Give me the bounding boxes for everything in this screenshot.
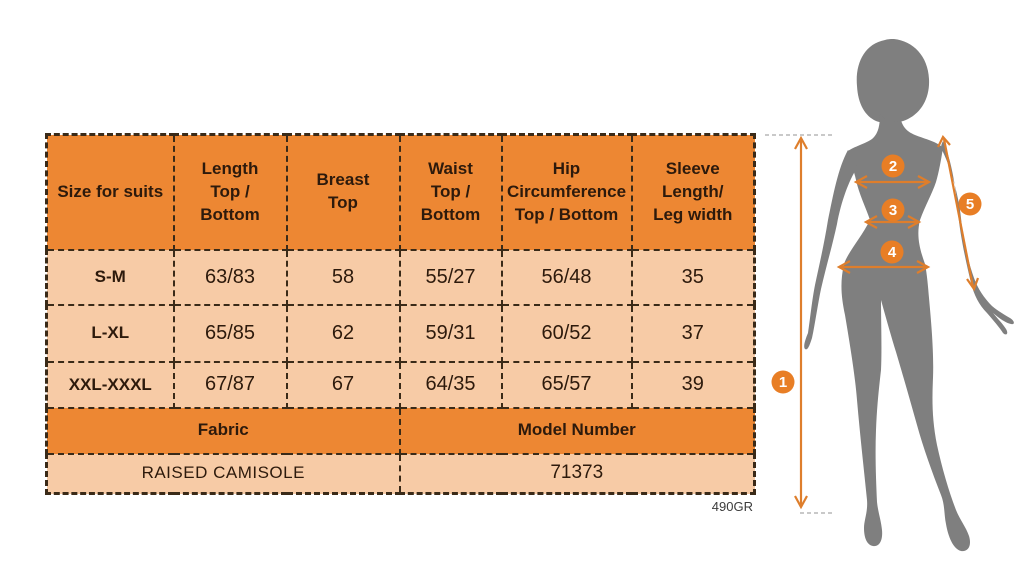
length-arrow (794, 135, 808, 510)
label-row: Fabric Model Number (45, 406, 756, 455)
female-silhouette-diagram: 1 2 3 4 5 (765, 39, 1014, 552)
svg-text:5: 5 (966, 196, 974, 213)
table-row-sm: S-M 63/83 58 55/27 56/48 35 (45, 248, 756, 306)
cell-value: 35 (630, 248, 756, 306)
fabric-value: RAISED CAMISOLE (45, 452, 401, 495)
weight-footnote: 490GR (711, 499, 753, 514)
size-label: S-M (45, 248, 175, 306)
svg-text:2: 2 (889, 158, 897, 175)
guide-dashes (765, 134, 835, 514)
table-row-lxl: L-XL 65/85 62 59/31 60/52 37 (45, 303, 756, 363)
size-label: L-XL (45, 303, 175, 363)
waist-arrow (863, 215, 922, 229)
cell-value: 58 (285, 248, 401, 306)
table-row-xxl: XXL-XXXL 67/87 67 64/35 65/57 39 (45, 360, 756, 409)
cell-value: 63/83 (172, 248, 288, 306)
measurement-markers: 1 2 3 4 5 (771, 154, 982, 394)
cell-value: 39 (630, 360, 756, 409)
model-number-label: Model Number (398, 406, 756, 455)
measurement-arrows (794, 135, 980, 510)
col-header-size: Size for suits (45, 133, 175, 251)
cell-value: 55/27 (398, 248, 503, 306)
col-header-length: Length Top / Bottom (172, 133, 288, 251)
cell-value: 67/87 (172, 360, 288, 409)
svg-text:1: 1 (779, 374, 787, 391)
col-header-sleeve: Sleeve Length/ Leg width (630, 133, 756, 251)
cell-value: 67 (285, 360, 401, 409)
model-number-value: 71373 (398, 452, 756, 495)
cell-value: 64/35 (398, 360, 503, 409)
marker-4: 4 (880, 240, 904, 264)
breast-arrow (853, 175, 932, 189)
header-row: Size for suits Length Top / Bottom Breas… (45, 133, 756, 251)
col-header-breast: Breast Top (285, 133, 401, 251)
cell-value: 60/52 (500, 303, 633, 363)
cell-value: 56/48 (500, 248, 633, 306)
marker-1: 1 (771, 370, 795, 394)
marker-3: 3 (881, 198, 905, 222)
svg-text:4: 4 (888, 244, 897, 261)
size-chart-table: Size for suits Length Top / Bottom Breas… (45, 133, 756, 495)
cell-value: 59/31 (398, 303, 503, 363)
svg-text:3: 3 (889, 202, 897, 219)
hip-arrow (836, 260, 931, 274)
value-row: RAISED CAMISOLE 71373 (45, 452, 756, 495)
cell-value: 65/57 (500, 360, 633, 409)
cell-value: 65/85 (172, 303, 288, 363)
marker-2: 2 (881, 154, 905, 178)
col-header-waist: Waist Top / Bottom (398, 133, 503, 251)
cell-value: 37 (630, 303, 756, 363)
col-header-hip: Hip Circumference Top / Bottom (500, 133, 633, 251)
female-silhouette (804, 39, 1014, 552)
sleeve-arrow (937, 135, 980, 292)
marker-5: 5 (958, 192, 982, 216)
fabric-label: Fabric (45, 406, 401, 455)
cell-value: 62 (285, 303, 401, 363)
measurement-figure: 1 2 3 4 5 (760, 0, 1024, 567)
size-label: XXL-XXXL (45, 360, 175, 409)
